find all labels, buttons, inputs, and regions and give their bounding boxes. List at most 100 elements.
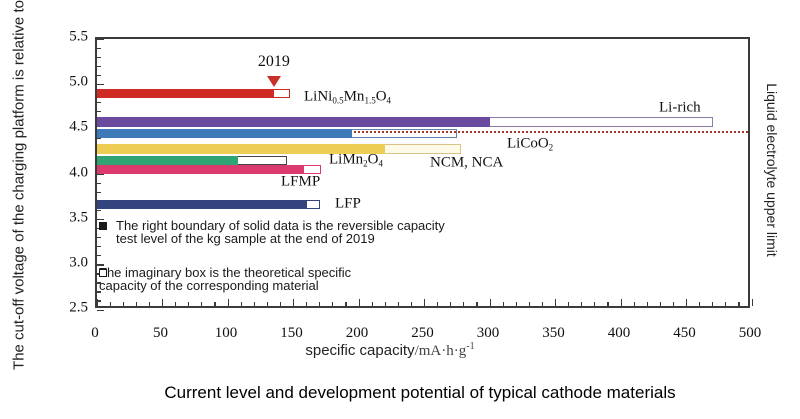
right-axis-label: Liquid electrolyte upper limit [764,83,780,257]
x-major-tick [424,299,426,306]
x-minor-tick [738,302,740,306]
y-minor-tick [97,192,101,194]
x-minor-tick [502,302,504,306]
x-minor-tick [581,302,583,306]
x-minor-tick [175,302,177,306]
x-minor-tick [332,302,334,306]
theoretical-box-limn2o4 [237,155,287,165]
bar-li-rich [97,117,490,128]
y-minor-tick [97,210,101,212]
x-tick-label: 150 [280,325,303,341]
x-minor-tick [266,302,268,306]
x-minor-tick [541,302,544,306]
y-minor-tick [97,282,101,284]
x-tick-label: 250 [411,325,434,341]
y-minor-tick [97,137,101,140]
theoretical-box-li-rich [489,117,713,128]
x-minor-tick [319,302,321,306]
material-label-li-rich: Li-rich [659,99,701,116]
legend-line: test level of the kg sample at the end o… [116,231,375,246]
x-minor-tick [188,302,190,306]
x-minor-tick [568,302,570,306]
x-minor-tick [201,302,203,306]
x-minor-tick [306,302,308,306]
bar-licoo2 [97,129,353,139]
y-minor-tick [97,246,101,248]
legend-text-theoretical: The imaginary box is the theoretical spe… [99,266,351,292]
y-major-tick [97,264,104,266]
y-tick-label: 3.5 [69,209,88,226]
y-minor-tick [97,56,101,58]
bar-limn2o4 [97,155,239,165]
annotation-2019-label: 2019 [257,53,290,70]
material-label-lfp: LFP [335,195,361,212]
x-minor-tick [397,302,399,306]
x-minor-tick [515,302,517,306]
x-minor-tick [659,302,661,306]
x-minor-tick [528,302,530,306]
filled-square-icon [99,222,107,230]
x-minor-tick [699,302,701,306]
x-tick-label: 450 [673,325,696,341]
x-minor-tick [672,302,675,306]
x-tick-label: 350 [542,325,565,341]
x-minor-tick [476,302,478,306]
x-major-tick [489,299,491,306]
x-axis-title-text: specific capacity [305,342,415,359]
material-label-licoo2: LiCoO2 [507,135,554,153]
y-minor-tick [97,291,101,293]
theoretical-box-lfp [305,199,320,209]
x-minor-tick [345,302,347,306]
y-major-tick [97,38,104,40]
x-tick-label: 500 [738,325,762,341]
y-minor-tick [97,47,101,49]
y-minor-tick [97,110,101,112]
y-tick-label: 4.0 [69,164,88,180]
x-axis-unit: /mA·h·g-1 [414,341,475,359]
y-axis-title: The cut-off voltage of the charging plat… [10,0,28,370]
hollow-square-icon [99,269,107,277]
x-major-tick [555,299,557,306]
x-minor-tick [633,302,635,306]
material-label-lfmp: LFMP [281,173,321,190]
y-tick-label: 3.0 [69,254,88,271]
x-major-tick [227,299,229,306]
legend-item-theoretical-capacity: The imaginary box is the theoretical spe… [99,266,351,292]
x-minor-tick [463,302,465,306]
x-minor-tick [279,302,282,306]
x-minor-tick [384,302,386,306]
x-minor-tick [725,302,727,306]
x-minor-tick [122,302,124,306]
y-tick-label: 5.5 [69,28,88,45]
x-minor-tick [437,302,439,306]
y-minor-tick [97,300,101,302]
x-tick-label: 100 [214,325,238,341]
x-major-tick [620,299,622,306]
x-tick-label: 50 [153,325,168,341]
y-minor-tick [97,101,101,103]
y-minor-tick [97,65,101,67]
x-minor-tick [253,302,255,306]
y-major-tick [97,219,104,221]
x-minor-tick [240,302,242,306]
y-minor-tick [97,74,101,76]
x-minor-tick [214,302,216,306]
plot-area: LiNi0.5Mn1.5O4 Li-rich LiCoO2 NCM, NCA LiMn2… [95,37,753,311]
y-major-tick [97,83,104,85]
x-minor-tick [607,302,609,306]
x-minor-tick [109,302,111,306]
x-minor-tick [410,302,413,306]
x-minor-tick [148,302,151,306]
theoretical-box-ncm-nca [384,144,462,155]
y-minor-tick [97,237,101,239]
x-tick-label: 200 [345,325,369,341]
x-tick-label: 300 [476,325,500,341]
y-tick-label: 5.0 [69,73,88,90]
legend-text-reversible: The right boundary of solid data is the … [116,219,445,245]
x-axis-title: specific capacity/mA·h·g-1 [95,341,685,360]
bar-lini05mn15o4 [97,88,274,98]
x-major-tick [162,299,164,306]
legend-item-reversible-capacity: The right boundary of solid data is the … [99,219,445,245]
y-major-tick [97,309,104,311]
